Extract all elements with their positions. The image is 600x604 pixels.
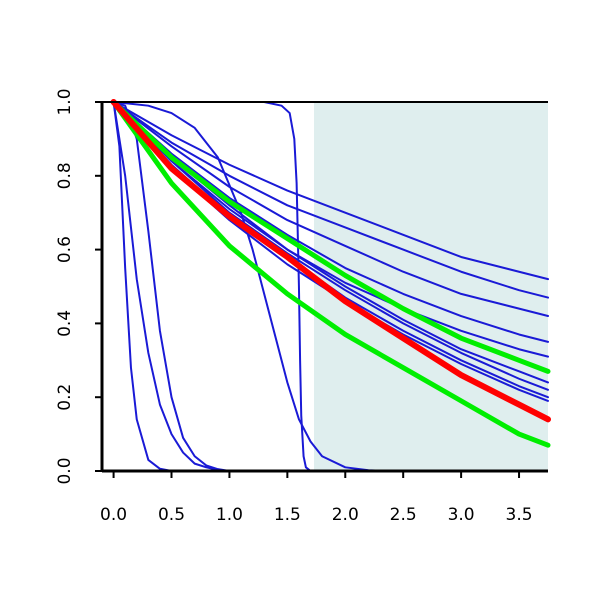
series-line-8 [112, 101, 549, 318]
x-tick-label-5: 2.5 [390, 505, 417, 525]
shaded-region [313, 102, 548, 471]
x-tick-label-0: 0.0 [100, 505, 127, 525]
series-line-6 [112, 101, 549, 281]
x-tick-label-2: 1.0 [216, 505, 243, 525]
y-tick-label-4: 0.8 [55, 162, 75, 189]
series-line-12 [112, 101, 549, 391]
x-tick-label-3: 1.5 [274, 505, 301, 525]
series-line-2 [112, 101, 231, 472]
series-line-9 [112, 101, 549, 343]
series-line-4 [112, 101, 393, 472]
series-line-16 [111, 99, 551, 448]
series-line-17 [110, 99, 551, 423]
y-tick-label-3: 0.6 [55, 236, 75, 263]
x-tick-label-4: 2.0 [332, 505, 359, 525]
series-line-15 [111, 99, 551, 374]
x-tick-label-6: 3.0 [448, 505, 475, 525]
x-tick-label-7: 3.5 [506, 505, 533, 525]
y-tick-label-5: 1.0 [55, 88, 75, 115]
y-tick-label-0: 0.0 [55, 457, 75, 484]
series-line-7 [112, 101, 549, 299]
y-tick-label-1: 0.2 [55, 384, 75, 411]
x-tick-label-1: 0.5 [158, 505, 185, 525]
y-tick-label-2: 0.4 [55, 310, 75, 337]
